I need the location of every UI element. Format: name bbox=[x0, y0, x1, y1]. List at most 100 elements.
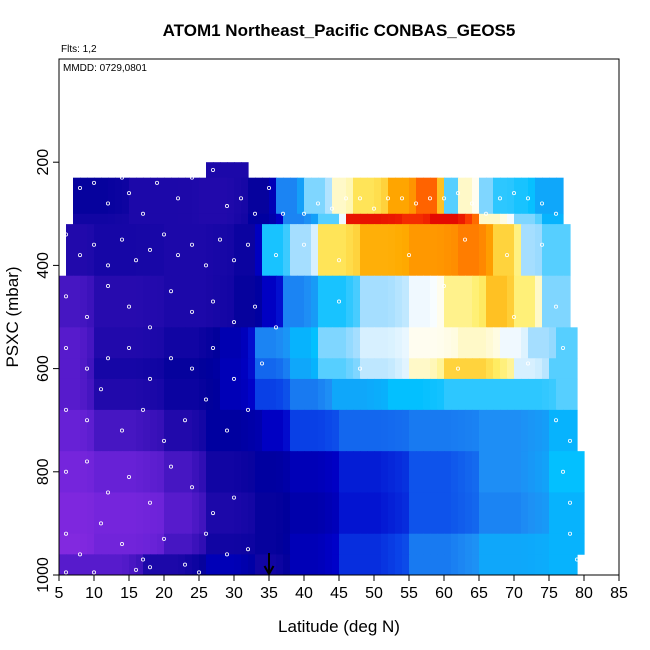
heatmap-cell bbox=[486, 224, 494, 277]
heatmap-cell bbox=[101, 224, 109, 277]
sample-point bbox=[161, 536, 166, 541]
heatmap-cell bbox=[542, 358, 550, 380]
heatmap-cell bbox=[465, 378, 473, 411]
heatmap-cell bbox=[332, 492, 340, 535]
heatmap-cell bbox=[290, 492, 298, 535]
heatmap-cell bbox=[262, 327, 270, 359]
heatmap-cell bbox=[262, 409, 270, 452]
heatmap-cell bbox=[59, 275, 67, 328]
heatmap-cell bbox=[164, 554, 172, 575]
heatmap-cell bbox=[227, 409, 235, 452]
heatmap-cell bbox=[430, 224, 438, 277]
heatmap-cell bbox=[507, 177, 515, 215]
sample-point bbox=[154, 180, 159, 185]
heatmap-cell bbox=[402, 177, 410, 215]
heatmap-cell bbox=[80, 451, 88, 493]
heatmap-cell bbox=[563, 451, 571, 493]
heatmap-cell bbox=[360, 409, 368, 452]
heatmap-cell bbox=[458, 213, 466, 225]
heatmap-cell bbox=[80, 409, 88, 452]
heatmap-cell bbox=[136, 327, 144, 359]
x-tick-label: 35 bbox=[260, 585, 278, 602]
heatmap-cell bbox=[395, 275, 403, 328]
heatmap-cell bbox=[416, 213, 424, 225]
heatmap-cell bbox=[521, 275, 529, 328]
heatmap-cell bbox=[472, 554, 480, 575]
heatmap-cell bbox=[507, 213, 515, 225]
heatmap-cell bbox=[542, 451, 550, 493]
heatmap-cell bbox=[199, 451, 207, 493]
sample-point bbox=[189, 366, 194, 371]
sample-point bbox=[568, 531, 573, 536]
heatmap-cell bbox=[437, 451, 445, 493]
heatmap-cell bbox=[374, 275, 382, 328]
heatmap-cell bbox=[269, 492, 277, 535]
heatmap-cell bbox=[381, 213, 389, 225]
heatmap-cell bbox=[395, 224, 403, 277]
arrow-head bbox=[263, 565, 275, 577]
heatmap-cell bbox=[542, 492, 550, 535]
heatmap-cell bbox=[122, 378, 130, 411]
heatmap-cell bbox=[87, 378, 95, 411]
heatmap-cell bbox=[416, 409, 424, 452]
heatmap-cell bbox=[94, 275, 102, 328]
heatmap-cell bbox=[150, 451, 158, 493]
heatmap-cell bbox=[318, 378, 326, 411]
heatmap-cell bbox=[290, 378, 298, 411]
heatmap-cell bbox=[444, 275, 452, 328]
heatmap-cell bbox=[458, 378, 466, 411]
heatmap-cell bbox=[444, 533, 452, 555]
heatmap-cell bbox=[311, 177, 319, 215]
heatmap-cell bbox=[542, 213, 550, 225]
heatmap-cell bbox=[486, 451, 494, 493]
sample-point bbox=[315, 201, 320, 206]
sample-point bbox=[127, 304, 132, 309]
heatmap-cell bbox=[143, 533, 151, 555]
heatmap-cell bbox=[367, 409, 375, 452]
heatmap-cell bbox=[276, 451, 284, 493]
heatmap-cell bbox=[129, 378, 137, 411]
heatmap-cell bbox=[360, 275, 368, 328]
heatmap-cell bbox=[129, 451, 137, 493]
sample-point bbox=[245, 242, 250, 247]
heatmap-cell bbox=[304, 224, 312, 277]
heatmap-cell bbox=[472, 492, 480, 535]
heatmap-cell bbox=[66, 358, 74, 380]
y-axis-label: PSXC (mbar) bbox=[3, 266, 22, 367]
heatmap-cell bbox=[381, 275, 389, 328]
heatmap-cell bbox=[297, 224, 305, 277]
heatmap-cell bbox=[346, 451, 354, 493]
heatmap-cell bbox=[542, 378, 550, 411]
heatmap-cell bbox=[416, 275, 424, 328]
heatmap-cell bbox=[87, 409, 95, 452]
heatmap-cell bbox=[129, 554, 137, 575]
sample-point bbox=[120, 542, 125, 547]
heatmap-cell bbox=[94, 492, 102, 535]
heatmap-cell bbox=[115, 492, 123, 535]
heatmap-cell bbox=[101, 177, 109, 215]
heatmap-cell bbox=[500, 378, 508, 411]
heatmap-cell bbox=[213, 451, 221, 493]
heatmap-cell bbox=[227, 327, 235, 359]
sample-point bbox=[168, 356, 173, 361]
heatmap-cell bbox=[486, 492, 494, 535]
heatmap-cell bbox=[171, 554, 179, 575]
heatmap-cell bbox=[199, 409, 207, 452]
heatmap-cell bbox=[409, 451, 417, 493]
heatmap-cell bbox=[374, 213, 382, 225]
heatmap-cell bbox=[129, 492, 137, 535]
heatmap-cell bbox=[276, 554, 284, 575]
heatmap-cell bbox=[563, 492, 571, 535]
heatmap-cell bbox=[185, 213, 193, 225]
heatmap-cell bbox=[367, 358, 375, 380]
heatmap-cell bbox=[346, 213, 354, 225]
heatmap-cell bbox=[318, 224, 326, 277]
y-axis: 200 400 600 800 1000 bbox=[35, 149, 59, 593]
heatmap-cell bbox=[451, 224, 459, 277]
heatmap-cell bbox=[332, 358, 340, 380]
heatmap-cell bbox=[367, 224, 375, 277]
heatmap-cell bbox=[241, 554, 249, 575]
heatmap-cell bbox=[388, 327, 396, 359]
sample-point bbox=[120, 237, 125, 242]
heatmap-cell bbox=[451, 358, 459, 380]
